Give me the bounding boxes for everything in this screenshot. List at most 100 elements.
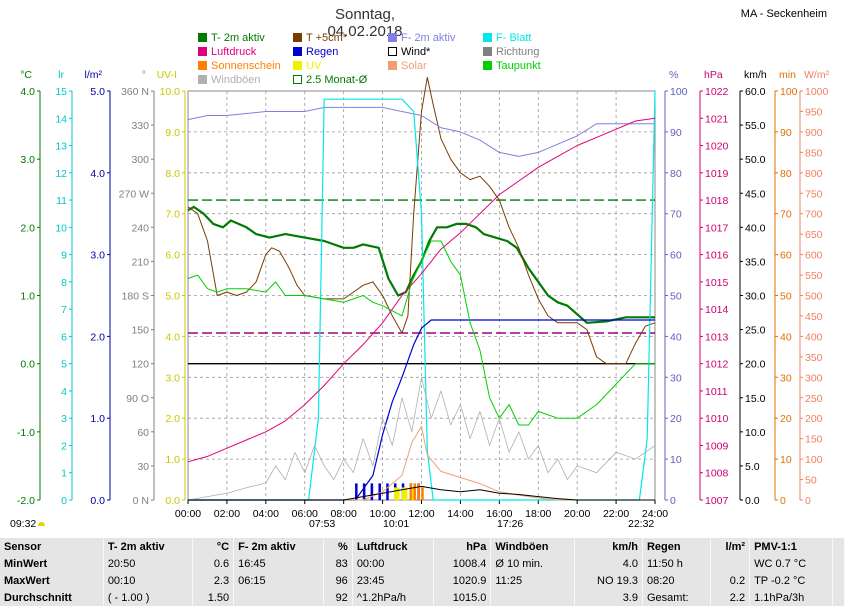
- axis-tick-label: 300: [131, 154, 149, 166]
- axis-tick-label: 750: [805, 188, 823, 200]
- stats-cell: PMV-1:1: [749, 538, 833, 555]
- stats-cell: ( - 1.00 ): [103, 589, 193, 606]
- axis-tick-label: 0: [780, 495, 786, 507]
- stats-cell: 2.2: [710, 589, 751, 606]
- legend-item: Taupunkt: [483, 59, 541, 73]
- stats-cell: [710, 555, 751, 572]
- x-axis-tick-label: 00:00: [175, 508, 201, 520]
- axis-tick-label: 6: [61, 331, 67, 343]
- axis-tick-label: 400: [805, 331, 823, 343]
- stats-cell: 20:50: [103, 555, 193, 572]
- legend-swatch: [293, 33, 302, 42]
- axis-tick-label: 2.0: [90, 331, 105, 343]
- axis-tick-label: 90 O: [126, 393, 149, 405]
- stats-cell: hPa: [433, 538, 492, 555]
- legend-item: T- 2m aktiv: [198, 31, 265, 45]
- axis-tick-label: 1015: [705, 277, 729, 289]
- axis-tick-label: 100: [805, 454, 823, 466]
- axis-tick-label: 1011: [705, 386, 728, 398]
- axis-tick-label: -1.0: [17, 427, 35, 439]
- axis-tick-label: 270 W: [119, 188, 149, 200]
- axis-tick-label: 1008: [705, 468, 729, 480]
- stats-cell: [832, 538, 845, 555]
- axis-tick-label: 3.0: [90, 250, 105, 262]
- axis-tick-label: 0.0: [165, 495, 180, 507]
- axis-tick-label: 60.0: [745, 86, 766, 98]
- axis-tick-label: 4: [61, 386, 67, 398]
- axis-tick-label: 13: [55, 141, 67, 153]
- x-axis-tick-label: 16:00: [486, 508, 512, 520]
- axis-tick-label: 12: [55, 168, 67, 180]
- x-axis-tick-label: 06:00: [292, 508, 318, 520]
- legend-swatch: [198, 47, 207, 56]
- x-axis-tick-label: 18:00: [525, 508, 551, 520]
- axis-tick-label: 2.0: [165, 413, 180, 425]
- stats-table: Sensor T- 2m aktiv °C F- 2m aktiv% Luftdruck…: [0, 538, 845, 606]
- axis-tick-label: 90: [670, 127, 682, 139]
- axis-tick-label: 10: [670, 454, 682, 466]
- axis-unit-label: °: [142, 69, 146, 81]
- legend-item: F- Blatt: [483, 31, 531, 45]
- legend-swatch: [293, 47, 302, 56]
- legend-item: Luftdruck: [198, 45, 256, 59]
- legend-label: T +5cm*: [306, 32, 348, 44]
- stats-cell: %: [323, 538, 353, 555]
- stats-cell: 1.1hPa/3h: [749, 589, 833, 606]
- x-axis-tick-label: 24:00: [642, 508, 668, 520]
- weather-chart: °C4.03.02.01.00.0-1.0-2.0lr1514131211109…: [17, 69, 830, 520]
- axis-tick-label: 35.0: [745, 256, 766, 268]
- x-axis-tick-label: 14:00: [447, 508, 473, 520]
- legend-label: F- 2m aktiv: [401, 32, 456, 44]
- stats-cell: ^1.2hPa/h: [352, 589, 434, 606]
- axis-tick-label: 1000: [805, 86, 829, 98]
- bar-mark: [421, 487, 424, 501]
- axis-tick-label: 0.0: [745, 495, 760, 507]
- stats-cell: Ø 10 min.: [490, 555, 576, 572]
- x-axis-tick-label: 22:00: [603, 508, 629, 520]
- stats-cell: [832, 589, 845, 606]
- stats-cell: [832, 572, 845, 589]
- stats-cell: TP -0.2 °C: [749, 572, 833, 589]
- station-name: MA - Seckenheim: [740, 8, 827, 20]
- stats-cell: Gesamt:: [642, 589, 712, 606]
- legend-label: Richtung: [496, 46, 540, 58]
- axis-tick-label: 20: [670, 413, 682, 425]
- axis-tick-label: 40: [780, 331, 792, 343]
- axis-tick-label: 4.0: [90, 168, 105, 180]
- axis-tick-label: 330: [131, 120, 149, 132]
- sun-icon: [38, 522, 46, 526]
- series-line: [187, 376, 656, 501]
- axis-tick-label: 4.0: [20, 86, 35, 98]
- x-axis-tick-label: 08:00: [331, 508, 357, 520]
- axis-tick-label: 80: [670, 168, 682, 180]
- axis-tick-label: 1007: [705, 495, 729, 507]
- sun-times-row: 09:32 07:53 10:01 17:26 22:32: [0, 515, 845, 533]
- stats-row: MinWert 20:50 0.6 16:45 83 00:00 1008.4 Ø 10 mi…: [0, 555, 845, 572]
- stats-cell: 0.6: [192, 555, 235, 572]
- stats-cell: 4.0: [574, 555, 643, 572]
- axis-tick-label: 1012: [705, 359, 729, 371]
- axis-tick-label: 0: [670, 495, 676, 507]
- axis-tick-label: 15.0: [745, 393, 766, 405]
- legend-item: Solar: [388, 59, 427, 73]
- axis-tick-label: 60: [670, 250, 682, 262]
- stats-cell: Windböen: [490, 538, 576, 555]
- series-line: [188, 425, 655, 501]
- axis-unit-label: %: [669, 69, 678, 81]
- stats-cell: NO 19.3: [574, 572, 643, 589]
- axis-tick-label: 50: [805, 475, 817, 487]
- stats-cell: [490, 589, 576, 606]
- stats-cell: WC 0.7 °C: [749, 555, 833, 572]
- axis-tick-label: 6.0: [165, 250, 180, 262]
- axis-tick-label: 180 S: [122, 291, 149, 303]
- axis-tick-label: 50.0: [745, 154, 766, 166]
- bar-mark: [378, 483, 381, 501]
- axis-tick-label: 650: [805, 229, 823, 241]
- axis-tick-label: 80: [780, 168, 792, 180]
- bar-mark: [401, 487, 408, 501]
- axis-tick-label: 300: [805, 372, 823, 384]
- bar-mark: [370, 483, 374, 501]
- stats-row: MaxWert 00:10 2.3 06:15 96 23:45 1020.9 11:25 NO…: [0, 572, 845, 589]
- stats-cell: Luftdruck: [352, 538, 434, 555]
- stats-cell: Sensor: [0, 538, 104, 555]
